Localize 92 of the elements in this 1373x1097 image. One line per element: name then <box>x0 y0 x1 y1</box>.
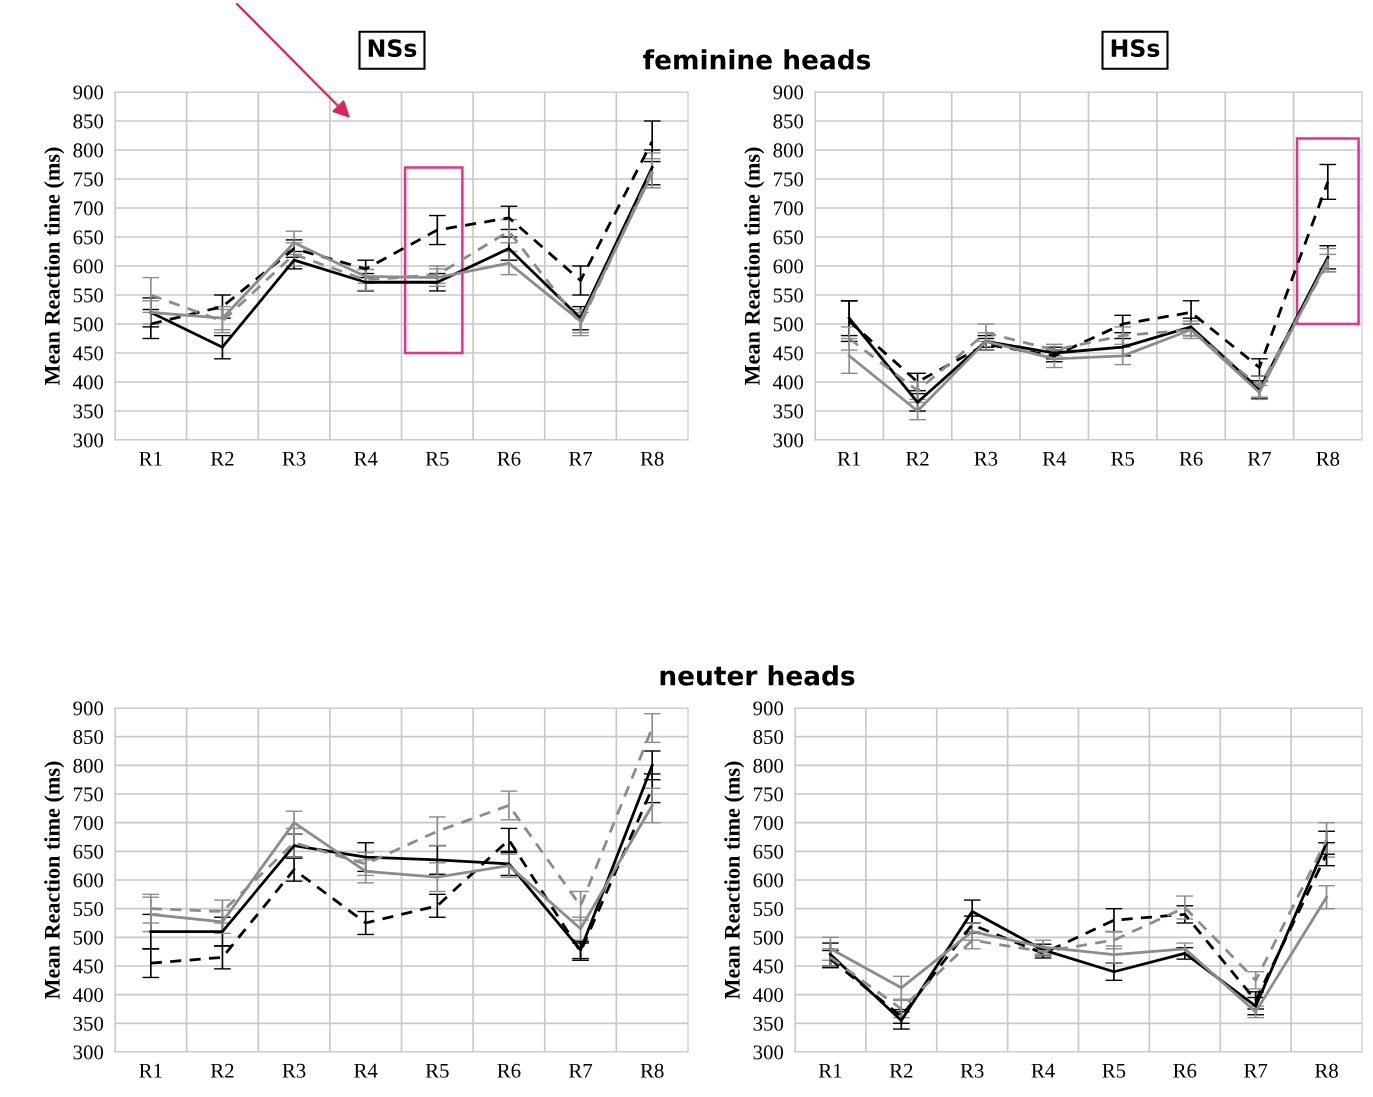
x-tick-label: R1 <box>139 451 162 466</box>
y-tick-label: 700 <box>754 816 784 831</box>
y-tick-label: 900 <box>753 701 784 716</box>
x-tick-label: R3 <box>282 1063 306 1078</box>
y-tick-label: 600 <box>773 259 804 274</box>
x-tick-label: R5 <box>1111 451 1135 466</box>
y-tick-label: 450 <box>773 346 804 361</box>
y-tick-label: 450 <box>73 346 104 361</box>
y-tick-label: 350 <box>753 1016 784 1031</box>
y-tick-label: 850 <box>753 730 784 745</box>
y-tick-label: 500 <box>753 930 784 945</box>
y-tick-label: 850 <box>73 730 104 745</box>
y-tick-label: 650 <box>773 230 804 245</box>
y-tick-label: 500 <box>73 930 104 945</box>
x-tick-label: R2 <box>906 451 929 466</box>
y-axis-title: Mean Reaction time (ms) <box>44 147 65 386</box>
y-tick-label: 900 <box>773 85 804 100</box>
y-tick-label: 400 <box>73 988 104 1003</box>
x-tick-label: R6 <box>1173 1063 1197 1078</box>
y-tick-label: 500 <box>773 317 804 332</box>
y-tick-label: 600 <box>73 259 104 274</box>
x-tick-label: R3 <box>960 1063 984 1078</box>
y-tick-label: 850 <box>73 114 104 129</box>
x-tick-label: R7 <box>1247 451 1271 466</box>
y-tick-label: 350 <box>773 404 804 419</box>
y-tick-label: 350 <box>73 404 104 419</box>
y-tick-label: 550 <box>773 288 804 303</box>
y-tick-label: 550 <box>73 288 104 303</box>
x-tick-label: R7 <box>569 451 593 466</box>
y-tick-label: 800 <box>753 758 784 773</box>
x-tick-label: R5 <box>425 1063 449 1078</box>
y-axis-title: Mean Reaction time (ms) <box>724 761 745 1000</box>
x-tick-label: R5 <box>425 451 449 466</box>
y-tick-label: 850 <box>773 114 804 129</box>
x-tick-label: R4 <box>354 451 378 466</box>
y-tick-label: 800 <box>73 758 104 773</box>
x-tick-label: R3 <box>282 451 306 466</box>
y-tick-label: 600 <box>753 873 784 888</box>
y-tick-label: 600 <box>73 873 104 888</box>
x-tick-label: R1 <box>818 1063 842 1078</box>
x-tick-label: R8 <box>1315 1063 1338 1078</box>
y-tick-label: 350 <box>73 1016 104 1031</box>
y-tick-label: 900 <box>73 85 104 100</box>
x-tick-label: R6 <box>1179 451 1203 466</box>
x-tick-label: R6 <box>497 1063 521 1078</box>
y-tick-label: 450 <box>73 959 104 974</box>
y-tick-label: 550 <box>753 902 784 917</box>
y-tick-label: 400 <box>73 375 104 390</box>
y-tick-label: 400 <box>753 988 784 1003</box>
y-tick-label: 700 <box>74 816 104 831</box>
y-axis-title: Mean Reaction time (ms) <box>744 147 765 386</box>
x-tick-label: R8 <box>640 1063 664 1078</box>
x-tick-label: R4 <box>1042 451 1067 466</box>
x-tick-label: R4 <box>1031 1063 1055 1078</box>
y-tick-label: 700 <box>74 201 104 216</box>
y-tick-label: 650 <box>73 230 104 245</box>
y-tick-label: 700 <box>774 201 804 216</box>
y-axis-title: Mean Reaction time (ms) <box>44 761 65 1000</box>
y-tick-label: 750 <box>754 787 784 802</box>
y-tick-label: 400 <box>773 375 804 390</box>
x-tick-label: R1 <box>837 451 861 466</box>
x-tick-label: R1 <box>139 1063 162 1078</box>
y-tick-label: 300 <box>73 1045 104 1060</box>
y-tick-label: 500 <box>73 317 104 332</box>
text: feminine heads <box>643 49 871 70</box>
x-tick-label: R7 <box>569 1063 593 1078</box>
y-tick-label: 450 <box>753 959 784 974</box>
y-tick-label: 750 <box>774 172 804 187</box>
y-tick-label: 750 <box>74 172 104 187</box>
text: neuter heads <box>660 665 855 686</box>
y-tick-label: 750 <box>74 787 104 802</box>
y-tick-label: 800 <box>773 143 804 158</box>
x-tick-label: R2 <box>210 1063 234 1078</box>
chart-title: NSs <box>368 39 417 58</box>
chart-title: HSs <box>1111 39 1160 58</box>
y-tick-label: 650 <box>753 844 784 859</box>
y-tick-label: 650 <box>73 844 104 859</box>
x-tick-label: R6 <box>497 451 521 466</box>
x-tick-label: R3 <box>974 451 998 466</box>
y-tick-label: 300 <box>753 1045 784 1060</box>
x-tick-label: R4 <box>354 1063 378 1078</box>
y-tick-label: 300 <box>73 433 104 448</box>
y-tick-label: 900 <box>73 701 104 716</box>
y-tick-label: 800 <box>73 143 104 158</box>
x-tick-label: R5 <box>1102 1063 1126 1078</box>
y-tick-label: 550 <box>73 902 104 917</box>
x-tick-label: R8 <box>1316 451 1340 466</box>
x-tick-label: R2 <box>889 1063 913 1078</box>
x-tick-label: R7 <box>1244 1063 1268 1078</box>
x-tick-label: R8 <box>640 451 664 466</box>
x-tick-label: R2 <box>210 451 234 466</box>
y-tick-label: 300 <box>773 433 804 448</box>
